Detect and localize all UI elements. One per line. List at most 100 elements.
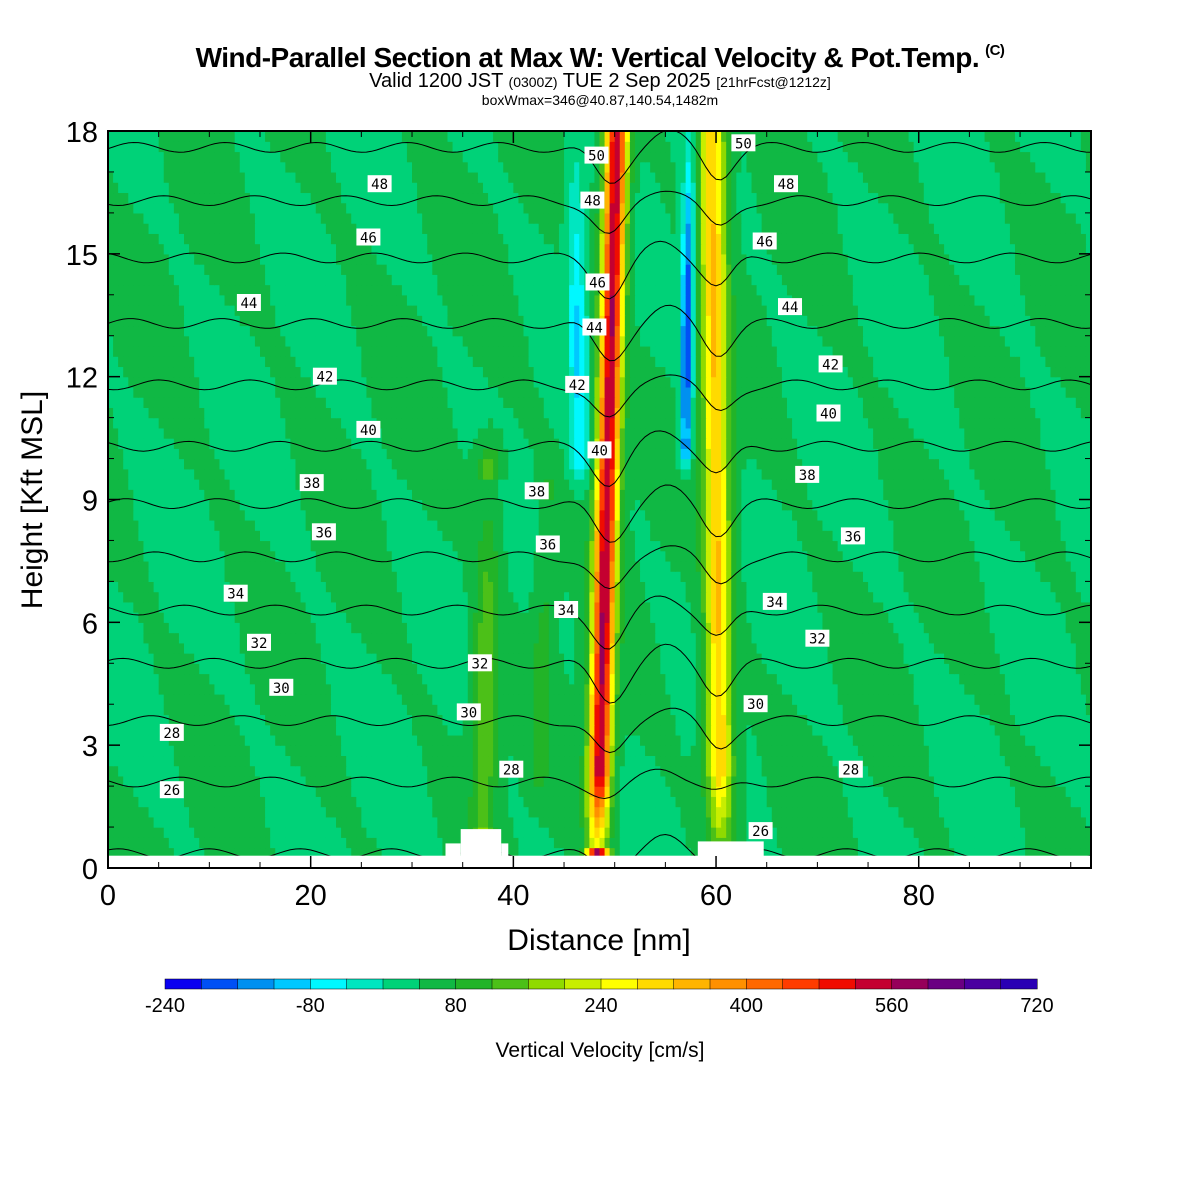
field-cell	[123, 816, 129, 828]
field-cell	[113, 745, 119, 757]
field-cell	[143, 612, 150, 623]
field-cell	[695, 693, 702, 705]
field-cell	[1009, 775, 1016, 787]
field-cell	[938, 673, 945, 685]
field-cell	[493, 612, 499, 623]
field-cell	[705, 765, 712, 777]
field-cell	[1040, 673, 1046, 685]
field-cell	[320, 765, 327, 777]
field-cell	[574, 622, 580, 634]
field-cell	[984, 816, 991, 828]
field-cell	[766, 683, 773, 695]
field-cell	[822, 775, 829, 787]
field-cell	[254, 806, 261, 818]
field-cell	[396, 806, 403, 818]
field-cell	[984, 653, 991, 664]
field-cell	[341, 745, 347, 757]
field-cell	[513, 734, 520, 746]
field-cell	[969, 714, 976, 726]
field-cell	[422, 601, 428, 613]
field-cell	[862, 775, 869, 787]
field-cell	[721, 755, 727, 767]
field-cell	[655, 663, 661, 675]
field-cell	[432, 837, 438, 849]
field-cell	[533, 786, 540, 797]
field-cell	[330, 653, 337, 664]
field-cell	[417, 724, 423, 736]
field-cell	[518, 683, 525, 695]
field-cell	[1025, 673, 1031, 685]
field-cell	[432, 653, 438, 664]
field-cell	[660, 673, 666, 685]
field-cell	[472, 786, 479, 797]
field-cell	[138, 775, 145, 787]
field-cell	[417, 632, 423, 644]
field-cell	[564, 837, 570, 849]
field-cell	[442, 622, 449, 634]
field-cell	[528, 693, 535, 705]
field-cell	[716, 806, 722, 818]
field-cell	[462, 653, 469, 664]
field-cell	[553, 837, 560, 849]
field-cell	[417, 663, 423, 675]
field-cell	[594, 734, 601, 746]
field-cell	[300, 693, 307, 705]
field-cell	[488, 745, 494, 757]
field-cell	[624, 632, 631, 644]
field-cell	[366, 734, 373, 746]
field-cell	[113, 734, 119, 746]
field-cell	[138, 847, 145, 859]
field-cell	[969, 745, 976, 757]
field-cell	[746, 612, 753, 623]
field-cell	[178, 673, 185, 685]
field-cell	[579, 806, 585, 818]
field-cell	[928, 704, 935, 716]
field-cell	[173, 601, 180, 613]
field-cell	[168, 816, 175, 828]
field-cell	[969, 806, 976, 818]
field-cell	[189, 673, 195, 685]
field-cell	[862, 642, 869, 654]
field-cell	[467, 612, 474, 623]
field-cell	[163, 693, 170, 705]
field-cell	[128, 806, 134, 818]
field-cell	[503, 642, 509, 654]
field-cell	[918, 693, 925, 705]
field-cell	[624, 827, 631, 838]
field-cell	[452, 632, 459, 644]
field-cell	[320, 796, 327, 808]
field-cell	[1065, 806, 1072, 818]
field-cell	[325, 714, 332, 726]
field-cell	[462, 796, 469, 808]
field-cell	[462, 683, 469, 695]
field-cell	[143, 683, 150, 695]
field-cell	[488, 765, 494, 777]
field-cell	[655, 765, 661, 777]
field-cell	[533, 693, 540, 705]
field-cell	[295, 775, 302, 787]
field-cell	[609, 601, 616, 613]
field-cell	[1045, 663, 1052, 675]
field-cell	[999, 632, 1006, 644]
field-cell	[108, 847, 114, 859]
field-cell	[214, 816, 221, 828]
field-cell	[959, 765, 965, 777]
field-cell	[1025, 663, 1031, 675]
field-cell	[675, 673, 682, 685]
field-cell	[341, 765, 347, 777]
field-cell	[346, 786, 352, 797]
field-cell	[1004, 816, 1011, 828]
field-cell	[624, 816, 631, 828]
field-cell	[933, 683, 940, 695]
field-cell	[1080, 765, 1087, 777]
field-cell	[944, 847, 950, 859]
field-cell	[579, 683, 585, 695]
field-cell	[467, 632, 474, 644]
field-cell	[351, 693, 357, 705]
field-cell	[589, 847, 596, 859]
field-cell	[148, 632, 155, 644]
field-cell	[346, 653, 352, 664]
field-cell	[1085, 683, 1091, 695]
field-cell	[650, 601, 656, 613]
field-cell	[214, 796, 221, 808]
